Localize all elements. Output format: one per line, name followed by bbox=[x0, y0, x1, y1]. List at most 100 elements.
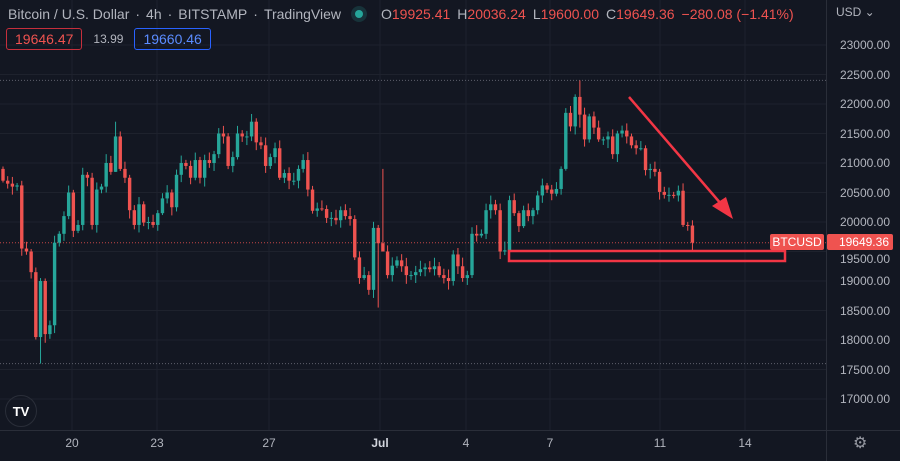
candle-up bbox=[507, 200, 512, 251]
candle-down bbox=[550, 189, 554, 194]
candle-down bbox=[456, 254, 460, 267]
candle-up bbox=[99, 186, 104, 190]
candle-down bbox=[132, 210, 137, 225]
price-label: 18500.00 bbox=[839, 303, 890, 318]
candle-up bbox=[217, 133, 221, 155]
candle-up bbox=[113, 136, 118, 172]
candle-down bbox=[493, 204, 498, 211]
symbol-tag: BTCUSD bbox=[770, 234, 824, 250]
candle-down bbox=[653, 168, 657, 172]
candle-up bbox=[639, 148, 643, 150]
candle-down bbox=[85, 174, 90, 178]
candle-down bbox=[399, 260, 404, 267]
candle-down bbox=[671, 194, 676, 196]
candle-down bbox=[367, 275, 371, 290]
grid bbox=[0, 0, 826, 430]
candle-down bbox=[681, 190, 685, 225]
bid-ask-row: 19646.47 13.99 19660.46 bbox=[6, 28, 211, 50]
candle-up bbox=[146, 222, 151, 223]
candle-up bbox=[15, 185, 19, 187]
interval[interactable]: 4h bbox=[146, 6, 162, 22]
buy-price-button[interactable]: 19660.46 bbox=[134, 28, 211, 50]
candle-down bbox=[662, 191, 666, 195]
symbol-name[interactable]: Bitcoin / U.S. Dollar bbox=[8, 6, 130, 22]
settings-gear-icon[interactable]: ⚙ bbox=[853, 435, 868, 452]
candle-up bbox=[573, 96, 577, 127]
candle-up bbox=[38, 281, 43, 338]
downtrend-arrow[interactable] bbox=[628, 96, 733, 219]
candle-up bbox=[470, 233, 474, 276]
market-open-status-icon bbox=[354, 10, 363, 18]
candle-down bbox=[385, 251, 390, 276]
candle-up bbox=[615, 133, 620, 155]
candle-up bbox=[503, 250, 507, 252]
candle-up bbox=[160, 198, 165, 214]
candle-up bbox=[301, 160, 305, 169]
candle-down bbox=[151, 222, 155, 225]
candle-down bbox=[625, 130, 629, 137]
candle-up bbox=[165, 192, 169, 199]
candle-down bbox=[10, 183, 15, 187]
candle-up bbox=[554, 188, 559, 194]
candle-down bbox=[207, 160, 212, 163]
candle-up bbox=[390, 265, 394, 276]
candle-up bbox=[423, 267, 427, 270]
price-label: 17500.00 bbox=[839, 362, 890, 377]
candle-down bbox=[343, 210, 348, 217]
candle-down bbox=[690, 225, 695, 243]
candle-down bbox=[306, 160, 310, 190]
candle-up bbox=[95, 189, 99, 225]
candle-down bbox=[221, 133, 226, 137]
candle-down bbox=[188, 165, 193, 178]
candle-up bbox=[76, 224, 80, 231]
candle-down bbox=[512, 200, 516, 214]
candle-down bbox=[170, 192, 174, 208]
candle-down bbox=[643, 148, 648, 171]
ohlc-close: 19649.36 bbox=[616, 6, 675, 22]
candle-up bbox=[179, 163, 183, 175]
candle-down bbox=[324, 209, 329, 218]
candle-down bbox=[71, 192, 76, 231]
candle-down bbox=[184, 163, 188, 166]
candle-down bbox=[43, 281, 47, 335]
candle-down bbox=[446, 278, 451, 281]
sell-price-button[interactable]: 19646.47 bbox=[6, 28, 83, 50]
candle-down bbox=[353, 219, 357, 258]
candle-down bbox=[348, 216, 352, 220]
candle-up bbox=[667, 194, 671, 196]
price-label: 23000.00 bbox=[839, 38, 890, 52]
candle-up bbox=[66, 192, 71, 217]
price-label: 19500.00 bbox=[839, 252, 890, 266]
time-label: 27 bbox=[262, 436, 276, 450]
candle-down bbox=[226, 136, 230, 166]
candle-up bbox=[48, 325, 52, 335]
candle-up bbox=[104, 163, 108, 187]
tradingview-logo-icon[interactable]: TV bbox=[5, 395, 37, 427]
candle-down bbox=[259, 142, 263, 146]
candle-up bbox=[329, 217, 333, 219]
price-label: 18000.00 bbox=[839, 333, 890, 347]
candle-up bbox=[521, 210, 526, 227]
candle-up bbox=[489, 204, 493, 211]
candle-down bbox=[404, 266, 409, 276]
candle-up bbox=[57, 233, 61, 243]
support-zone-rectangle[interactable] bbox=[507, 249, 787, 263]
candle-down bbox=[582, 114, 587, 140]
candle-down bbox=[334, 217, 338, 221]
time-label: 14 bbox=[738, 436, 752, 450]
candle-down bbox=[578, 96, 582, 115]
candle-down bbox=[611, 136, 615, 155]
candle-up bbox=[371, 227, 376, 290]
candle-up bbox=[409, 275, 413, 277]
candle-down bbox=[118, 136, 122, 169]
candle-down bbox=[357, 257, 362, 279]
candle-up bbox=[174, 174, 179, 208]
candle-down bbox=[278, 148, 282, 178]
currency-selector[interactable]: USD ⌄ bbox=[836, 5, 875, 19]
candle-up bbox=[52, 242, 57, 326]
candle-up bbox=[212, 154, 216, 163]
candle-down bbox=[127, 177, 132, 211]
time-label: 11 bbox=[653, 436, 667, 450]
ohlc-high: 20036.24 bbox=[467, 6, 526, 22]
